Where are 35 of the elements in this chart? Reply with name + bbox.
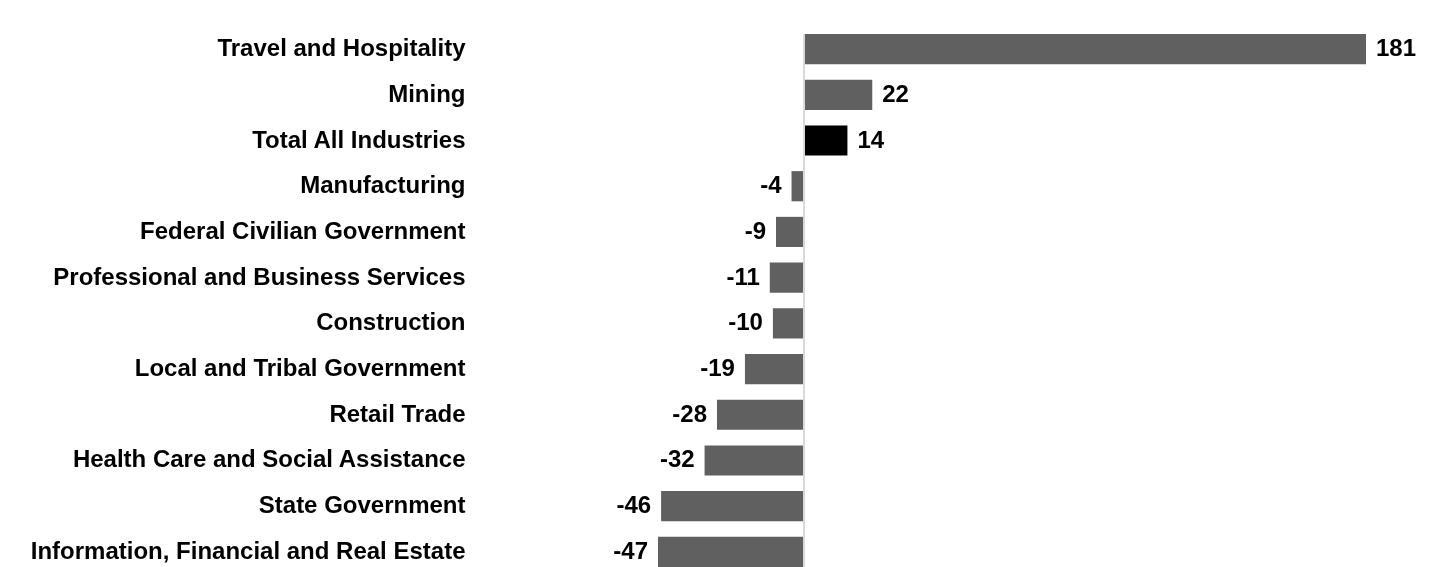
bar: [803, 79, 873, 110]
y-tick-label: Retail Trade: [329, 399, 466, 427]
y-tick-label: State Government: [258, 491, 466, 519]
y-tick-label: Total All Industries: [252, 125, 466, 153]
data-label: 14: [857, 125, 885, 153]
bar: [776, 216, 804, 248]
data-label: -47: [613, 536, 648, 564]
y-tick-label: Mining: [388, 79, 466, 107]
data-label: 22: [882, 79, 909, 107]
bar: [717, 399, 804, 430]
data-label: -32: [659, 445, 695, 473]
data-label: -10: [728, 308, 763, 336]
y-tick-label: Information, Financial and Real Estate: [30, 536, 466, 564]
bar: [661, 491, 804, 522]
y-tick-label: Professional and Business Services: [53, 262, 466, 290]
data-label: -11: [726, 262, 760, 290]
data-label: -19: [700, 354, 735, 382]
bar: [744, 353, 804, 385]
data-label: 181: [1376, 34, 1417, 62]
y-tick-label: Local and Tribal Government: [134, 354, 466, 382]
bar: [803, 34, 1366, 65]
bar: [772, 308, 804, 339]
data-label: -28: [672, 399, 707, 427]
y-tick-label: Federal Civilian Government: [140, 216, 466, 244]
bar: [803, 125, 848, 156]
y-tick-label: Health Care and Social Assistance: [72, 445, 466, 473]
y-tick-label: Travel and Hospitality: [217, 34, 467, 62]
data-label: -9: [744, 216, 766, 244]
data-label: -4: [760, 171, 783, 199]
y-tick-label: Manufacturing: [300, 171, 466, 199]
bar: [658, 536, 804, 567]
data-label: -46: [616, 491, 652, 519]
bar: [704, 445, 804, 476]
y-tick-label: Construction: [316, 308, 466, 336]
bar: [769, 262, 804, 293]
